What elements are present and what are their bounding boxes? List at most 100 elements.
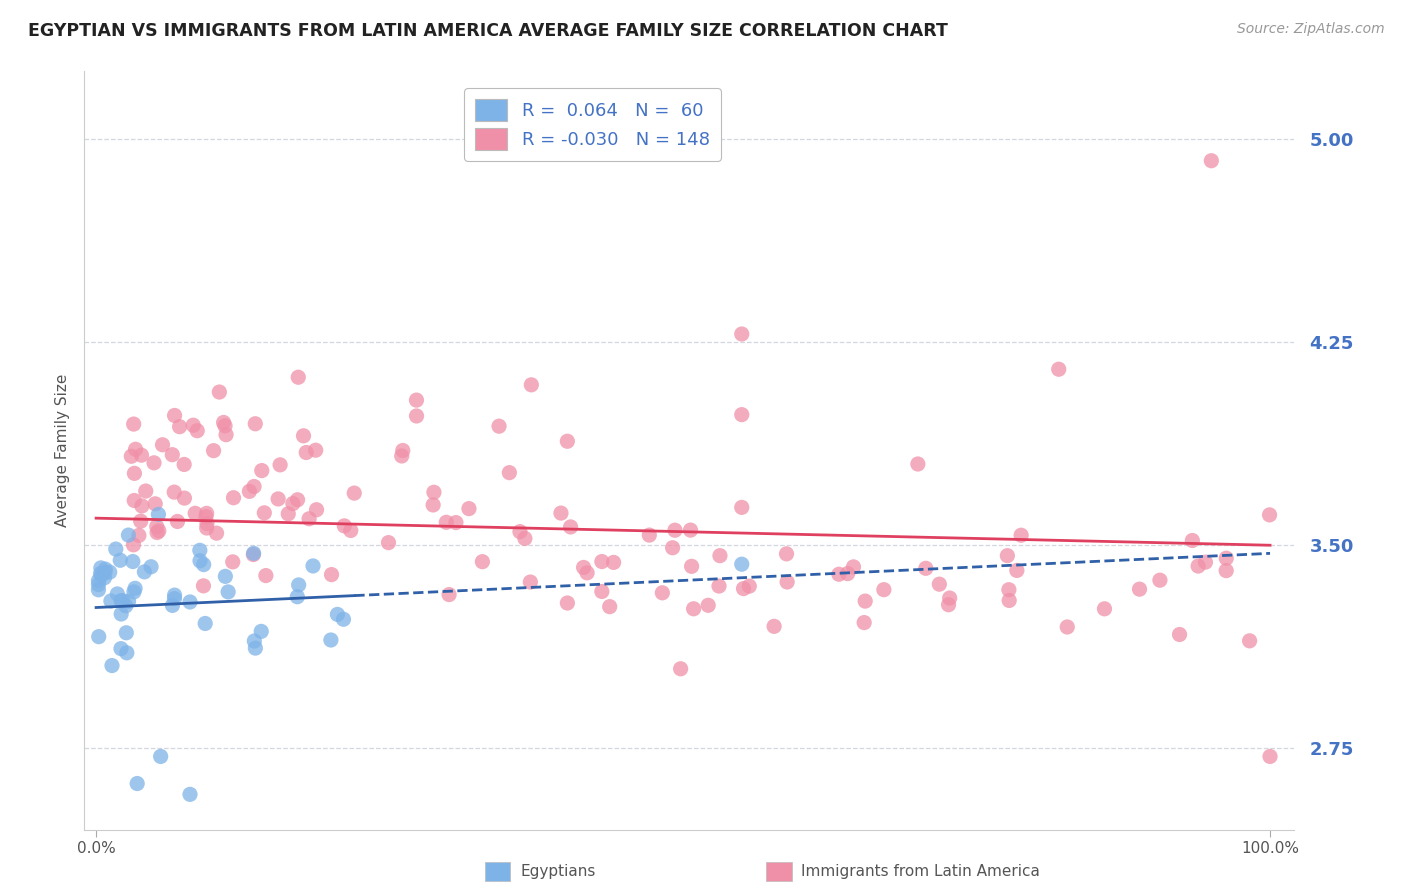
Point (520, 377, 543, 392)
Point (269, 458, 291, 472)
Point (295, 445, 318, 459)
Point (243, 634, 266, 648)
Point (267, 491, 290, 506)
Point (131, 499, 153, 513)
Point (488, 419, 510, 434)
Point (471, 555, 494, 569)
Point (458, 501, 481, 516)
Point (193, 558, 215, 572)
Point (131, 448, 153, 462)
Point (391, 449, 413, 463)
Point (162, 599, 184, 613)
Point (1215, 564, 1237, 578)
Point (281, 497, 304, 511)
Point (101, 658, 124, 673)
Point (122, 538, 145, 552)
Point (679, 523, 702, 537)
Point (163, 409, 186, 423)
Point (1239, 633, 1261, 648)
Point (104, 542, 127, 557)
Point (179, 788, 201, 802)
Point (731, 408, 754, 422)
Y-axis label: Average Family Size: Average Family Size (55, 374, 70, 527)
Point (195, 521, 218, 535)
Point (995, 549, 1018, 563)
Point (148, 508, 170, 522)
Point (326, 607, 349, 622)
Point (444, 516, 467, 530)
Point (709, 549, 731, 563)
Point (129, 514, 152, 528)
Point (121, 555, 143, 569)
Point (519, 575, 541, 590)
Point (277, 507, 299, 521)
Point (120, 449, 142, 463)
Point (214, 418, 236, 433)
Point (122, 417, 145, 431)
Point (560, 520, 582, 534)
Point (1094, 602, 1116, 616)
Point (110, 607, 132, 621)
Point (332, 612, 354, 626)
Point (195, 507, 218, 521)
Point (557, 596, 579, 610)
Point (321, 567, 343, 582)
Point (434, 516, 457, 530)
Point (98, 565, 121, 579)
Point (117, 594, 139, 608)
Point (837, 566, 859, 581)
Point (1010, 528, 1032, 542)
Point (188, 543, 211, 558)
Text: Egyptians: Egyptians (520, 864, 596, 879)
Point (179, 595, 201, 609)
Point (111, 593, 134, 607)
Point (128, 528, 150, 542)
Point (254, 568, 277, 582)
Point (110, 641, 132, 656)
Point (557, 434, 579, 449)
Point (245, 641, 267, 656)
Point (87, 574, 110, 588)
Point (149, 749, 172, 764)
Point (152, 438, 174, 452)
Point (163, 588, 186, 602)
Point (928, 577, 950, 591)
Point (1168, 627, 1191, 641)
Point (135, 484, 157, 499)
Point (776, 574, 799, 589)
Point (100, 594, 122, 608)
Point (1181, 533, 1204, 548)
Legend: R =  0.064   N =  60, R = -0.030   N = 148: R = 0.064 N = 60, R = -0.030 N = 148 (464, 88, 720, 161)
Point (194, 509, 217, 524)
Point (186, 424, 208, 438)
Text: EGYPTIAN VS IMMIGRANTS FROM LATIN AMERICA AVERAGE FAMILY SIZE CORRELATION CHART: EGYPTIAN VS IMMIGRANTS FROM LATIN AMERIC… (28, 22, 948, 40)
Point (377, 535, 399, 549)
Point (242, 548, 264, 562)
Point (319, 633, 342, 648)
Point (681, 559, 703, 574)
Text: Immigrants from Latin America: Immigrants from Latin America (801, 864, 1040, 879)
Point (763, 619, 786, 633)
Point (163, 485, 186, 500)
Point (90, 568, 112, 582)
Point (731, 326, 754, 341)
Point (148, 524, 170, 538)
Point (212, 416, 235, 430)
Point (222, 491, 245, 505)
Point (173, 458, 195, 472)
Point (143, 497, 166, 511)
Point (1258, 508, 1281, 522)
Point (509, 524, 531, 539)
Point (243, 479, 266, 493)
Point (94, 562, 117, 576)
Point (498, 466, 520, 480)
Point (114, 599, 136, 613)
Point (208, 385, 231, 400)
Point (162, 448, 184, 462)
Point (1005, 564, 1028, 578)
Point (169, 419, 191, 434)
Point (124, 442, 146, 457)
Point (134, 565, 156, 579)
Point (602, 555, 624, 569)
Point (599, 599, 621, 614)
